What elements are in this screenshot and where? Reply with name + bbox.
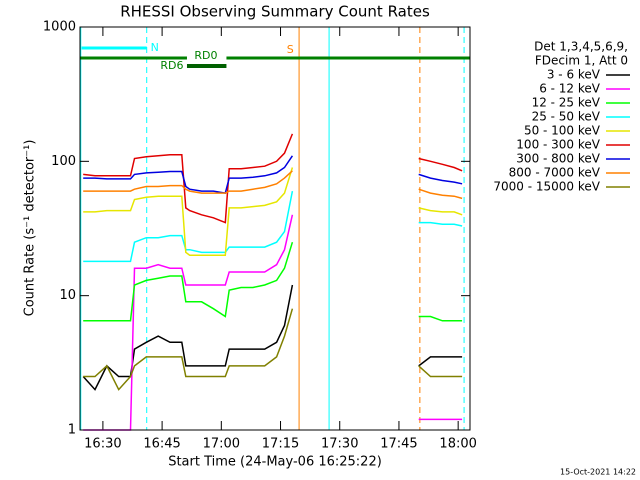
x-tick-label: 17:15 <box>262 437 299 452</box>
x-tick-label: 17:30 <box>321 437 358 452</box>
legend-header: FDecim 1, Att 0 <box>535 54 628 68</box>
x-tick-label: 16:45 <box>143 437 180 452</box>
flag-label: S <box>287 43 294 56</box>
y-tick-label: 100 <box>51 154 76 169</box>
series-line <box>83 190 463 263</box>
series-line <box>83 155 463 194</box>
series-line <box>83 308 463 391</box>
x-axis-label: Start Time (24-May-06 16:25:22) <box>168 455 382 470</box>
x-tick-label: 18:00 <box>439 437 476 452</box>
legend-label: 7000 - 15000 keV <box>493 180 600 194</box>
x-tick-label: 16:30 <box>84 437 121 452</box>
legend-label: 25 - 50 keV <box>532 110 601 124</box>
chart-title: RHESSI Observing Summary Count Rates <box>120 3 430 21</box>
legend-label: 50 - 100 keV <box>524 124 601 138</box>
x-tick-label: 17:00 <box>203 437 240 452</box>
series-line <box>82 284 463 391</box>
series-line <box>83 241 463 322</box>
y-tick-label: 10 <box>59 288 76 303</box>
legend-label: 12 - 25 keV <box>532 96 601 110</box>
legend-label: 300 - 800 keV <box>516 152 600 166</box>
legend-label: 100 - 300 keV <box>516 138 600 152</box>
y-tick-label: 1 <box>68 423 76 438</box>
flag-label: N <box>151 41 159 54</box>
x-tick-label: 17:45 <box>380 437 417 452</box>
series-line <box>83 167 463 256</box>
legend-label: 6 - 12 keV <box>539 82 601 96</box>
footer: 15-Oct-2021 14:22 <box>560 468 636 477</box>
flag-label: RD0 <box>194 49 217 62</box>
legend-label: 3 - 6 keV <box>547 68 601 82</box>
series-line <box>83 170 463 200</box>
y-axis-label: Count Rate (s⁻¹ detector⁻¹) <box>23 140 38 317</box>
plot-frame <box>79 26 471 431</box>
legend-header: Det 1,3,4,5,6,9, <box>534 40 628 54</box>
legend-label: 800 - 7000 keV <box>509 166 601 180</box>
y-tick-label: 1000 <box>43 20 76 35</box>
series-line <box>83 133 463 224</box>
flag-label: RD6 <box>160 59 183 72</box>
